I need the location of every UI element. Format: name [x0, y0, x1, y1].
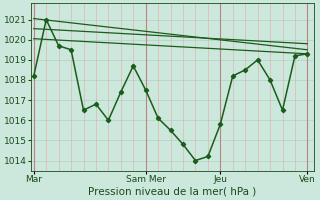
X-axis label: Pression niveau de la mer( hPa ): Pression niveau de la mer( hPa ) — [88, 187, 256, 197]
